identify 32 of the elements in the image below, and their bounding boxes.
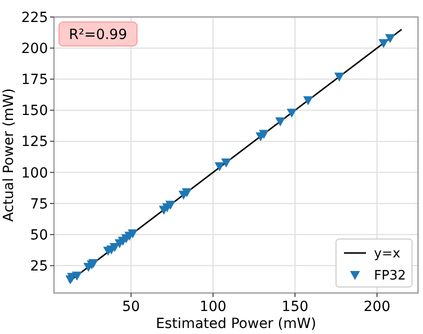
point [214,162,225,172]
point [182,188,192,198]
y-tick-label: 175 [21,72,48,88]
y-tick-label: 50 [30,227,48,244]
y-tick-label: 25 [30,258,48,275]
point [110,243,120,252]
legend-label: FP32 [374,268,406,284]
point [286,108,297,118]
point [221,158,232,168]
x-tick-label: 100 [200,299,226,315]
point [258,130,269,139]
point [378,39,389,48]
point [334,72,344,82]
point [72,272,82,281]
y-tick-label: 225 [21,10,48,26]
point [303,96,314,106]
x-axis-title: Estimated Power (mW) [156,316,316,332]
legend-label: y=x [374,246,401,262]
y-tick-label: 75 [30,196,48,212]
point [385,34,396,44]
point [275,117,286,126]
y-tick-label: 125 [21,134,48,150]
y-tick-label: 100 [21,165,48,182]
y-tick-label: 150 [21,103,48,120]
x-tick-label: 50 [122,299,140,315]
x-tick-label: 150 [282,299,308,315]
point [165,200,176,210]
y-axis-title: Actual Power (mW) [1,88,17,222]
x-tick-label: 200 [364,299,390,315]
annotation: R²=0.99 [68,26,128,43]
point [128,229,138,238]
y-tick-label: 200 [21,40,48,57]
